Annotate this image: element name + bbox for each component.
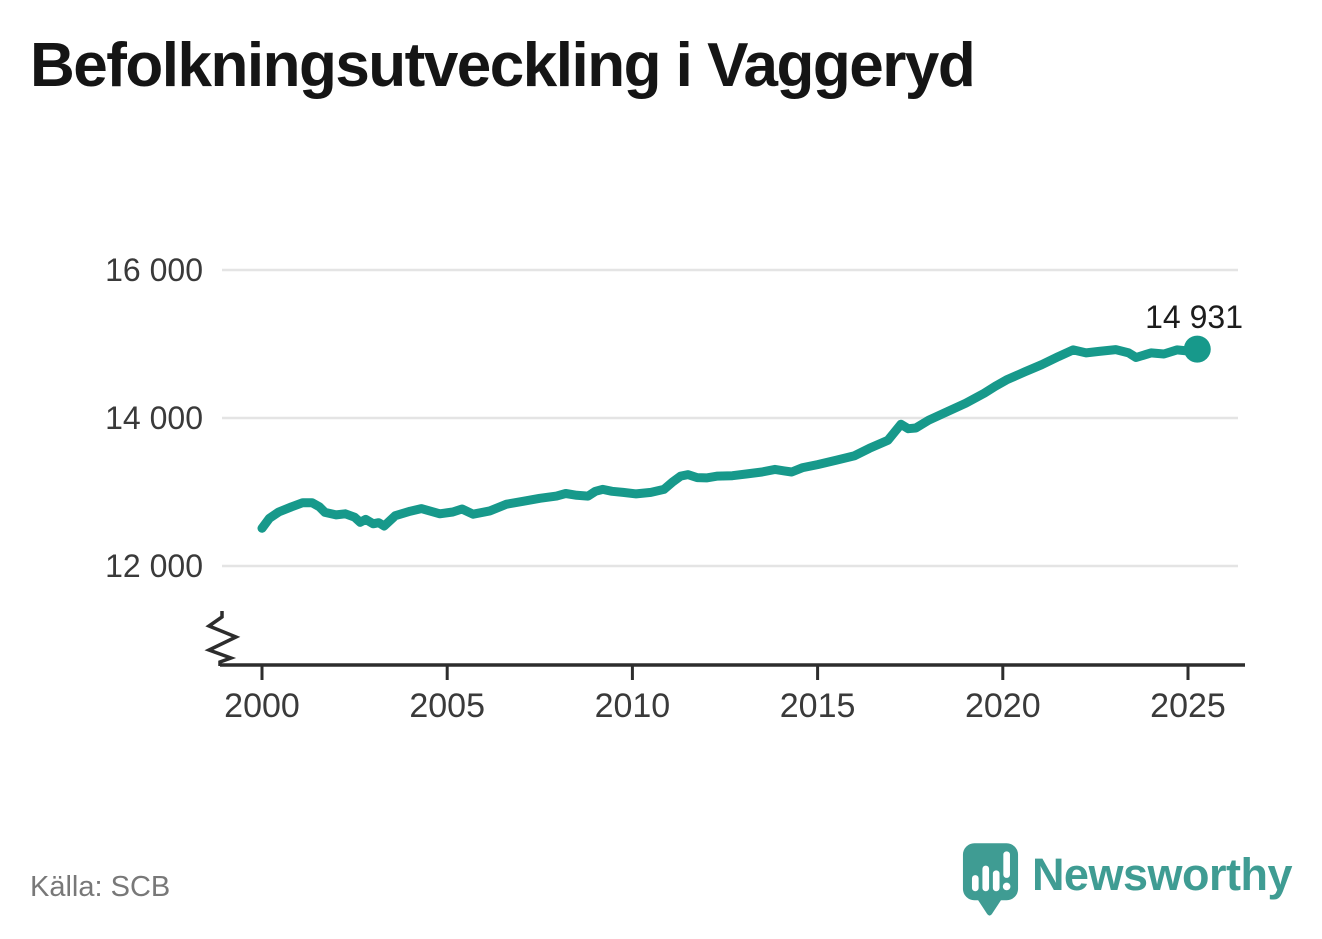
last-value-label: 14 931 <box>1145 299 1243 335</box>
y-tick-label-12000: 12 000 <box>105 548 203 584</box>
newsworthy-icon-bars <box>971 851 1010 892</box>
source-label: Källa: SCB <box>30 871 171 903</box>
y-axis-break-icon <box>204 611 241 666</box>
newsworthy-icon-exclamation-dot <box>1002 882 1011 891</box>
x-tick-label-2020: 2020 <box>964 687 1041 725</box>
chart-title: Befolkningsutveckling i Vaggeryd <box>30 31 976 100</box>
x-tick-label-2010: 2010 <box>594 687 671 725</box>
y-tick-label-14000: 14 000 <box>105 400 203 436</box>
y-tick-label-16000: 16 000 <box>105 252 203 288</box>
newsworthy-wordmark: Newsworthy <box>1031 849 1293 900</box>
x-tick-label-2005: 2005 <box>409 687 485 725</box>
x-tick-label-2025: 2025 <box>1150 687 1226 725</box>
population-line <box>257 344 1202 533</box>
newsworthy-icon <box>962 843 1018 916</box>
newsworthy-logo: Newsworthy <box>962 842 1293 930</box>
x-tick-label-2015: 2015 <box>779 687 856 725</box>
series-end-dot <box>1183 335 1211 363</box>
x-tick-label-2000: 2000 <box>224 687 300 725</box>
